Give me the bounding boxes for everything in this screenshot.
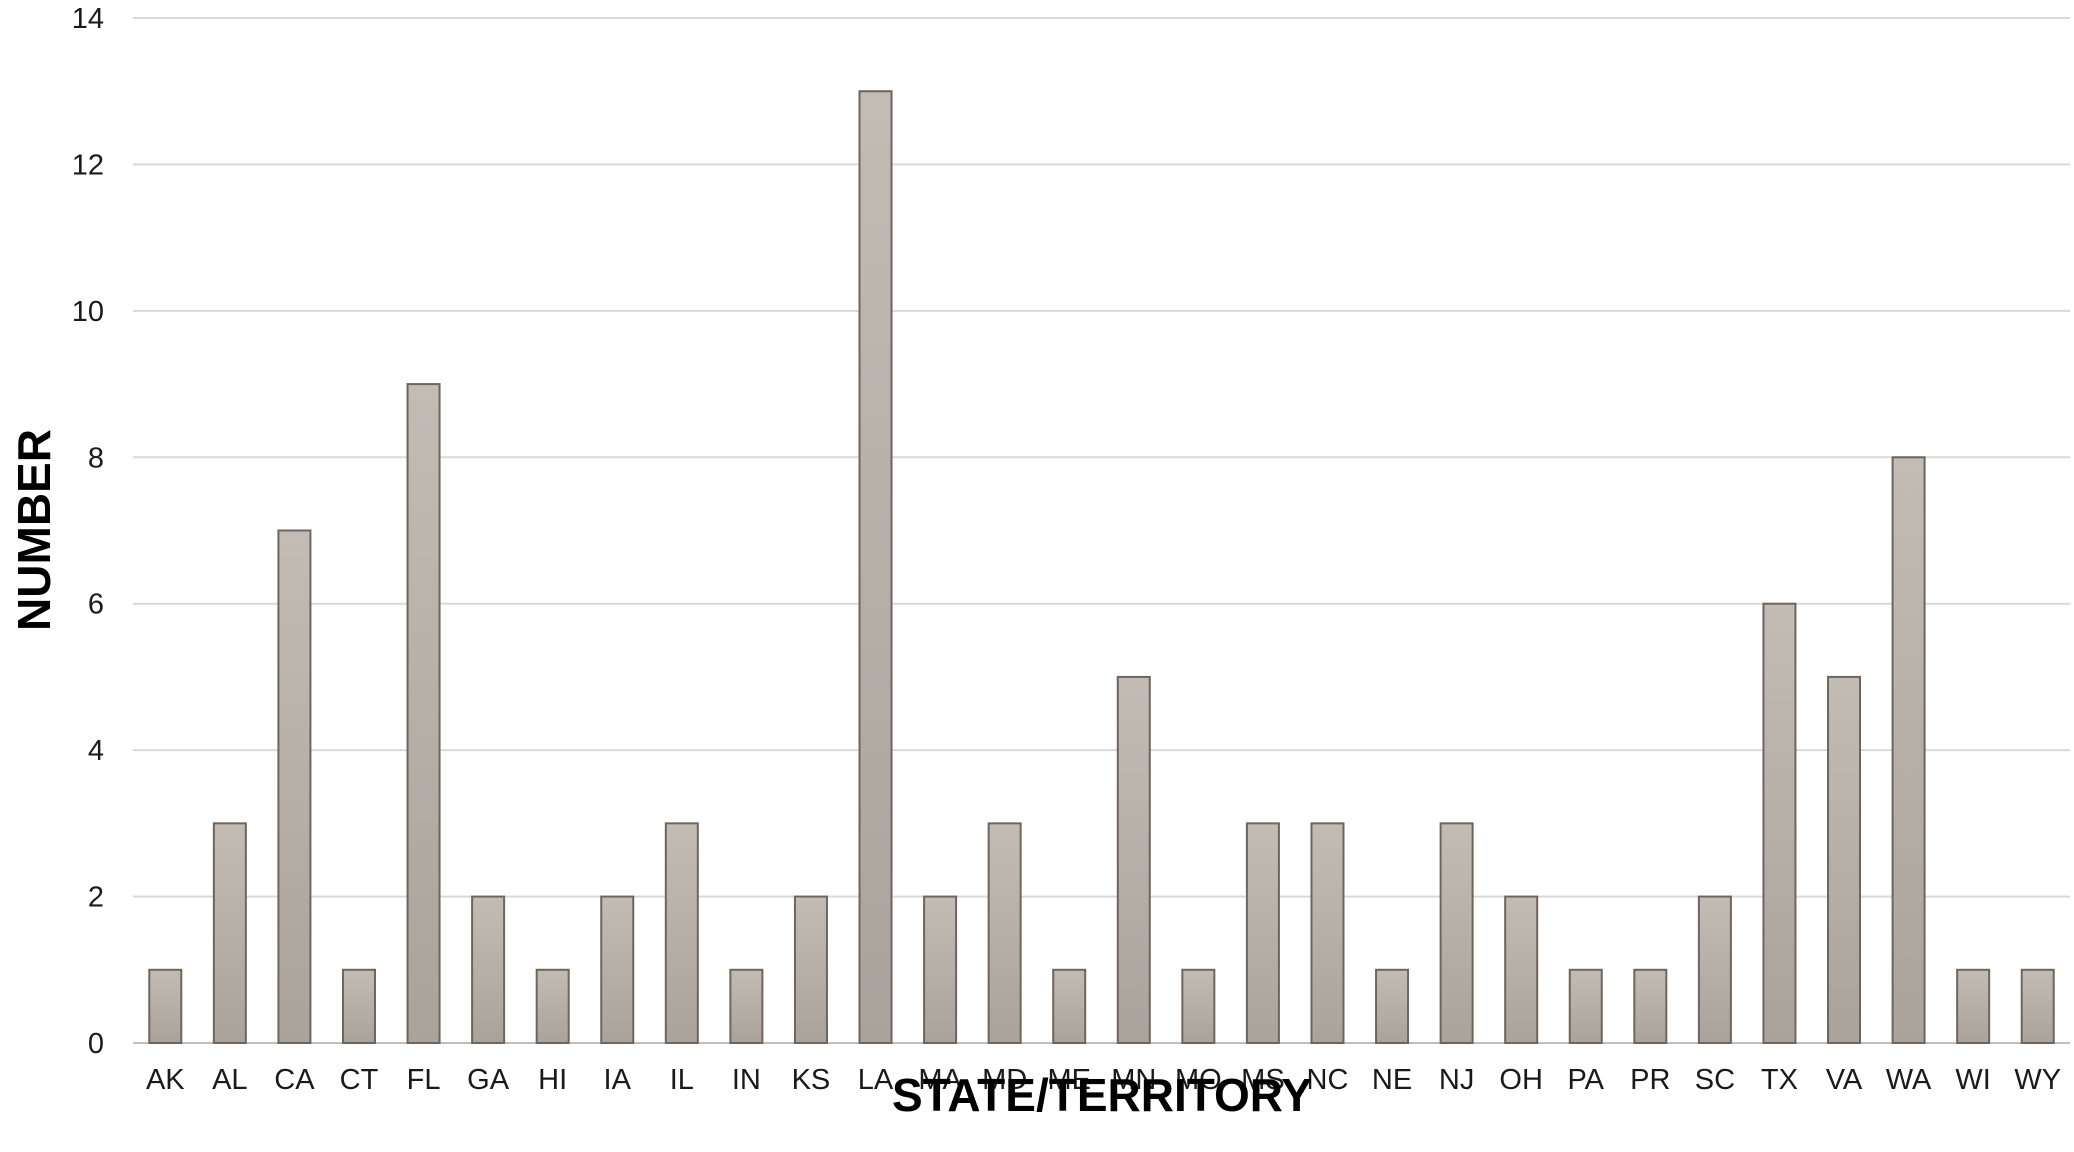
bar-wy: [2020, 968, 2055, 1044]
x-tick-label: MD: [982, 1064, 1027, 1096]
bar-ma: [923, 895, 958, 1044]
bar-fl: [406, 383, 441, 1045]
y-tick-label: 2: [88, 882, 104, 914]
x-tick-label: FL: [407, 1064, 441, 1096]
bar-ia: [600, 895, 635, 1044]
bar-pa: [1568, 968, 1603, 1044]
bar-ms: [1245, 822, 1280, 1044]
y-tick-label: 0: [88, 1028, 104, 1060]
x-tick-label: LA: [858, 1064, 894, 1096]
bar-sc: [1697, 895, 1732, 1044]
y-tick-labels: 0 2 4 6 8 10 12 14: [72, 3, 104, 1060]
bar-oh: [1504, 895, 1539, 1044]
x-tick-label: KS: [792, 1064, 831, 1096]
y-tick-label: 10: [72, 296, 104, 328]
gridlines: [133, 17, 2070, 1044]
x-tick-label: IL: [670, 1064, 694, 1096]
x-tick-label: WA: [1886, 1064, 1932, 1096]
x-tick-label: PA: [1567, 1064, 1604, 1096]
x-tick-label: SC: [1695, 1064, 1735, 1096]
bar-ct: [341, 968, 376, 1044]
x-tick-label: IN: [732, 1064, 761, 1096]
bar-in: [729, 968, 764, 1044]
x-tick-label: MA: [918, 1064, 962, 1096]
x-tick-label: WI: [1955, 1064, 1990, 1096]
x-tick-label: WY: [2014, 1064, 2061, 1096]
bar-hi: [535, 968, 570, 1044]
bar-wa: [1891, 456, 1926, 1044]
y-tick-label: 6: [88, 589, 104, 621]
x-tick-label: TX: [1761, 1064, 1798, 1096]
bar-ks: [793, 895, 828, 1044]
x-tick-label: CA: [274, 1064, 315, 1096]
bar-mn: [1116, 675, 1151, 1045]
bar-la: [858, 90, 893, 1044]
x-tick-label: VA: [1826, 1064, 1863, 1096]
y-tick-label: 14: [72, 3, 104, 35]
bar-mo: [1181, 968, 1216, 1044]
bar-wi: [1956, 968, 1991, 1044]
bar-va: [1827, 675, 1862, 1045]
bar-pr: [1633, 968, 1668, 1044]
x-tick-label: CT: [340, 1064, 379, 1096]
x-tick-label: OH: [1499, 1064, 1543, 1096]
x-tick-label: MN: [1111, 1064, 1156, 1096]
x-tick-label: NJ: [1439, 1064, 1474, 1096]
x-tick-label: AK: [146, 1064, 185, 1096]
bar-nj: [1439, 822, 1474, 1044]
bar-me: [1052, 968, 1087, 1044]
y-tick-label: 4: [88, 735, 104, 767]
x-tick-label: PR: [1630, 1064, 1670, 1096]
bar-ak: [148, 968, 183, 1044]
bar-tx: [1762, 602, 1797, 1044]
bars: [148, 90, 2055, 1045]
x-axis-title: STATE/TERRITORY: [892, 1069, 1312, 1121]
bar-ga: [471, 895, 506, 1044]
x-tick-label: ME: [1047, 1064, 1091, 1096]
y-tick-label: 12: [72, 149, 104, 181]
bar-ne: [1375, 968, 1410, 1044]
bar-md: [987, 822, 1022, 1044]
bar-al: [212, 822, 247, 1044]
x-tick-label: HI: [538, 1064, 567, 1096]
x-tick-label: NC: [1307, 1064, 1349, 1096]
x-tick-label: NE: [1372, 1064, 1412, 1096]
x-tick-label: MO: [1175, 1064, 1222, 1096]
x-tick-labels: AK AL CA CT FL GA HI IA IL IN KS LA MA MD ME MN MO MS NC NE…: [146, 1064, 2061, 1096]
y-axis-title: NUMBER: [8, 429, 60, 631]
bar-il: [664, 822, 699, 1044]
x-tick-label: MS: [1241, 1064, 1285, 1096]
x-tick-label: GA: [467, 1064, 510, 1096]
x-tick-label: IA: [604, 1064, 632, 1096]
y-tick-label: 8: [88, 442, 104, 474]
bar-nc: [1310, 822, 1345, 1044]
x-tick-label: AL: [212, 1064, 247, 1096]
bar-ca: [277, 529, 312, 1044]
